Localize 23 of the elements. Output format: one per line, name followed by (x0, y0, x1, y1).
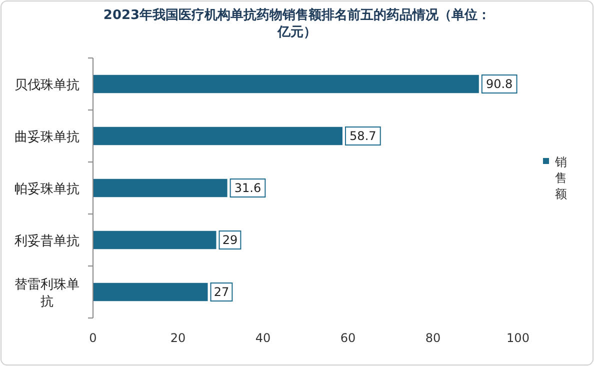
data-label: 31.6 (234, 181, 262, 195)
data-label: 29 (222, 233, 238, 247)
x-tick-label: 100 (506, 331, 530, 345)
x-tick-label: 60 (340, 331, 356, 345)
bar (93, 126, 342, 146)
x-tick-label: 0 (89, 331, 97, 345)
data-label: 58.7 (350, 129, 376, 143)
y-tick-label: 替雷利珠单抗 (14, 278, 80, 310)
bar (93, 282, 208, 302)
y-tick-label: 曲妥珠单抗 (14, 130, 80, 145)
legend-label: 销售额 (554, 155, 567, 201)
bar (93, 178, 228, 198)
y-tick-label: 帕妥珠单抗 (14, 182, 80, 197)
x-tick-label: 40 (255, 331, 271, 345)
bar (93, 74, 479, 94)
x-tick-label: 20 (170, 331, 186, 345)
data-label: 90.8 (486, 77, 513, 91)
chart-title: 2023年我国医疗机构单抗药物销售额排名前五的药品情况（单位：亿元） (103, 7, 491, 40)
data-label: 27 (214, 285, 230, 299)
y-tick-label: 贝伐珠单抗 (14, 78, 80, 93)
bar (93, 230, 216, 250)
y-tick-label: 利妥昔单抗 (14, 234, 80, 249)
x-tick-label: 80 (425, 331, 441, 345)
